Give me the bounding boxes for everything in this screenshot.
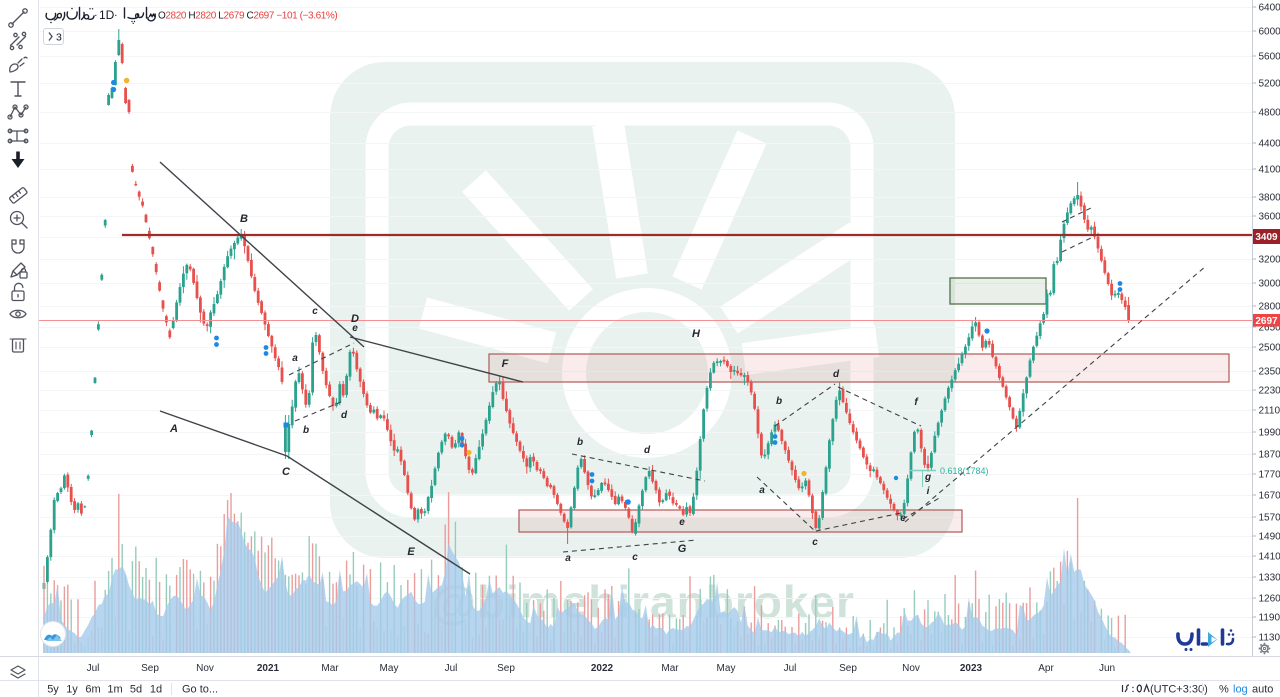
svg-text:·: · xyxy=(94,10,98,22)
svg-text:1190: 1190 xyxy=(1259,613,1280,624)
svg-text:i: i xyxy=(927,486,930,497)
svg-text:Sep: Sep xyxy=(497,663,515,674)
svg-text:e: e xyxy=(352,323,358,334)
svg-text:1y: 1y xyxy=(66,684,78,696)
svg-text:Jul: Jul xyxy=(784,663,797,674)
svg-text:e: e xyxy=(900,513,906,524)
svg-text:B: B xyxy=(240,213,248,225)
svg-text:Apr: Apr xyxy=(1038,663,1054,674)
svg-text:O2820 H2820 L2679 C2697 −101 (: O2820 H2820 L2679 C2697 −101 (−3.61%) xyxy=(158,11,337,22)
svg-text:0.618(1784): 0.618(1784) xyxy=(940,466,989,476)
svg-text:H: H xyxy=(692,328,701,340)
svg-text:Go to...: Go to... xyxy=(182,684,218,696)
svg-text:1670: 1670 xyxy=(1259,491,1280,502)
svg-text:%: % xyxy=(1219,684,1229,696)
svg-text:c: c xyxy=(312,306,318,317)
svg-text:b: b xyxy=(776,396,782,407)
svg-text:1870: 1870 xyxy=(1259,450,1280,461)
svg-text:Jun: Jun xyxy=(1099,663,1115,674)
svg-text:4400: 4400 xyxy=(1259,139,1280,150)
svg-text:3000: 3000 xyxy=(1259,279,1280,290)
svg-text:c: c xyxy=(632,552,638,563)
svg-text:5d: 5d xyxy=(130,684,142,696)
svg-text:3: 3 xyxy=(56,32,62,44)
svg-text:1570: 1570 xyxy=(1259,513,1280,524)
svg-text:f: f xyxy=(914,397,919,408)
svg-text:b: b xyxy=(577,437,583,448)
svg-text:log: log xyxy=(1233,684,1248,696)
svg-text:Nov: Nov xyxy=(196,663,214,674)
svg-text:d: d xyxy=(341,410,348,421)
svg-text:5600: 5600 xyxy=(1259,52,1280,63)
svg-text:1330: 1330 xyxy=(1259,573,1280,584)
svg-text:1770: 1770 xyxy=(1259,470,1280,481)
svg-text:3200: 3200 xyxy=(1259,255,1280,266)
svg-text:May: May xyxy=(717,663,736,674)
svg-text:1d: 1d xyxy=(150,684,162,696)
svg-text:2230: 2230 xyxy=(1259,386,1280,397)
svg-text:(UTC+3:30): (UTC+3:30) xyxy=(1150,684,1208,696)
svg-text:1m: 1m xyxy=(107,684,122,696)
svg-text:6400: 6400 xyxy=(1259,3,1280,14)
svg-text:b: b xyxy=(303,425,309,436)
svg-text:Sep: Sep xyxy=(141,663,159,674)
svg-text:2500: 2500 xyxy=(1259,343,1280,354)
svg-text:a: a xyxy=(759,485,765,496)
svg-text:3800: 3800 xyxy=(1259,193,1280,204)
svg-text:a: a xyxy=(292,353,298,364)
svg-text:1490: 1490 xyxy=(1259,532,1280,543)
svg-text:6m: 6m xyxy=(85,684,100,696)
svg-text:5y: 5y xyxy=(47,684,59,696)
svg-text:2022: 2022 xyxy=(591,663,614,674)
svg-text:a: a xyxy=(565,553,571,564)
svg-text:·: · xyxy=(114,10,118,22)
svg-text:2350: 2350 xyxy=(1259,367,1280,378)
svg-text:May: May xyxy=(380,663,399,674)
svg-text:c: c xyxy=(812,537,818,548)
svg-text:Mar: Mar xyxy=(661,663,679,674)
svg-text:D: D xyxy=(351,313,359,325)
svg-text:2021: 2021 xyxy=(257,663,280,674)
svg-text:2800: 2800 xyxy=(1259,302,1280,313)
svg-text:2650: 2650 xyxy=(1259,323,1280,334)
svg-text:e: e xyxy=(679,517,685,528)
svg-text:auto: auto xyxy=(1252,684,1273,696)
svg-text:5200: 5200 xyxy=(1259,79,1280,90)
svg-text:C: C xyxy=(282,466,291,478)
svg-text:Sep: Sep xyxy=(839,663,857,674)
svg-text:1130: 1130 xyxy=(1259,633,1280,644)
svg-text:d: d xyxy=(644,445,651,456)
svg-text:Mar: Mar xyxy=(321,663,339,674)
svg-text:d: d xyxy=(833,369,840,380)
svg-text:E: E xyxy=(407,546,415,558)
svg-text:4800: 4800 xyxy=(1259,108,1280,119)
svg-text:g: g xyxy=(924,472,931,483)
svg-text:F: F xyxy=(502,358,509,370)
svg-text:2023: 2023 xyxy=(960,663,983,674)
svg-text:2110: 2110 xyxy=(1259,406,1280,417)
svg-text:2697: 2697 xyxy=(1255,316,1278,327)
svg-text:1410: 1410 xyxy=(1259,552,1280,563)
svg-text:1990: 1990 xyxy=(1259,428,1280,439)
svg-text:Jul: Jul xyxy=(87,663,100,674)
svg-text:3600: 3600 xyxy=(1259,212,1280,223)
svg-text:Jul: Jul xyxy=(445,663,458,674)
svg-text:1D: 1D xyxy=(99,8,115,22)
svg-text:6000: 6000 xyxy=(1259,27,1280,38)
svg-text:1260: 1260 xyxy=(1259,594,1280,605)
svg-text:A: A xyxy=(169,423,178,435)
svg-text:G: G xyxy=(678,543,687,555)
svg-text:4100: 4100 xyxy=(1259,165,1280,176)
svg-text:Nov: Nov xyxy=(902,663,920,674)
svg-text:3409: 3409 xyxy=(1255,232,1278,243)
